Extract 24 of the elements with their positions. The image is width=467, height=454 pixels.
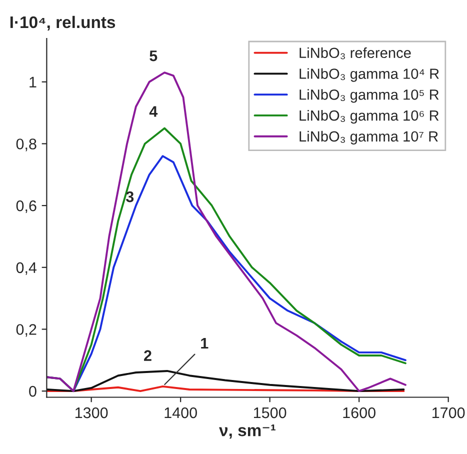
x-tick-label: 1500 [254,407,286,418]
x-tick-label: 1600 [343,407,376,418]
y-tick-label: 0,2 [16,324,36,337]
legend-label: LiNbO₃ gamma 10⁷ R [300,130,438,144]
x-axis-title: ν, sm⁻¹ [219,424,276,439]
annotation: 5 [150,50,158,62]
x-tick-label: 1700 [432,407,465,418]
legend-label: LiNbO₃ gamma 10⁴ R [300,68,439,82]
y-tick-label: 0,4 [16,262,37,275]
y-tick-label: 0 [29,386,36,397]
annotation: 1 [201,338,208,349]
y-axis-title: I·10⁴, rel.unts [10,16,116,31]
legend-label: LiNbO₃ gamma 10⁵ R [300,89,439,103]
annotation: 4 [149,106,158,117]
legend-label: LiNbO₃ reference [300,47,411,60]
y-tick-label: 0,8 [16,138,36,152]
y-tick-label: 1 [30,76,36,88]
y-tick-label: 0,6 [16,200,36,214]
annotation: 2 [144,350,152,361]
line-series [46,370,405,392]
x-tick-label: 1300 [76,407,108,418]
annotation: 3 [126,191,134,202]
legend-label: LiNbO₃ gamma 10⁶ R [300,110,439,124]
x-tick-label: 1400 [164,407,197,418]
